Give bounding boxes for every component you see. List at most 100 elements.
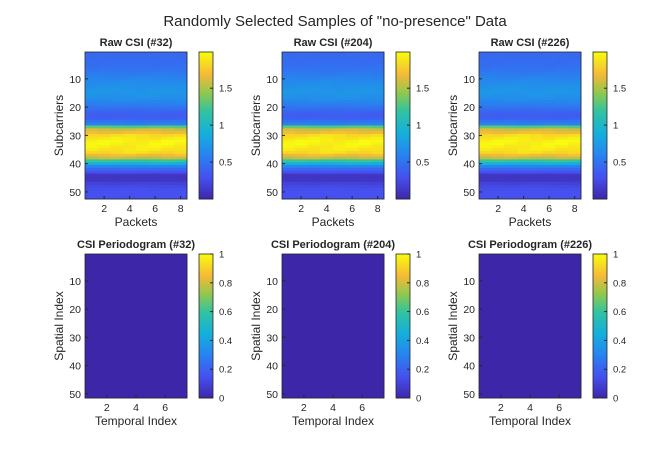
heatmap-cell	[282, 105, 296, 109]
heatmap-cell	[114, 381, 130, 385]
heatmap-cell	[294, 91, 308, 95]
heatmap-cell	[504, 60, 518, 64]
colorbar-segment	[199, 140, 213, 144]
heatmap-cell	[555, 162, 569, 166]
heatmap-cell	[551, 276, 567, 280]
heatmap-cell	[508, 350, 524, 354]
heatmap-cell	[161, 80, 175, 84]
heatmap-cell	[157, 293, 173, 297]
heatmap-cell	[85, 296, 100, 300]
heatmap-cell	[172, 259, 188, 263]
colorbar-segment	[396, 376, 410, 380]
colorbar-segment	[593, 76, 607, 80]
heatmap-cell	[97, 136, 111, 141]
heatmap-cell	[157, 279, 173, 283]
heatmap-cell	[143, 352, 159, 357]
heatmap-cell	[566, 324, 582, 328]
heatmap-cell	[110, 139, 124, 143]
heatmap-cell	[369, 375, 385, 379]
heatmap-cell	[566, 338, 582, 342]
heatmap-cell	[157, 273, 173, 277]
heatmap-cell	[174, 173, 188, 177]
heatmap-cell	[340, 347, 356, 351]
y-tick-label: 50	[266, 187, 278, 199]
heatmap-cell	[85, 338, 100, 342]
heatmap-cell	[504, 63, 518, 67]
heatmap-cell	[128, 341, 144, 345]
heatmap-cell	[282, 259, 297, 263]
heatmap-cell	[568, 54, 582, 59]
heatmap-cell	[114, 268, 130, 272]
heatmap-cell	[504, 83, 518, 87]
heatmap-cell	[542, 142, 556, 146]
heatmap-cell	[85, 153, 99, 157]
heatmap-cell	[517, 117, 531, 121]
heatmap-cell	[491, 145, 505, 149]
heatmap-cell	[294, 88, 308, 92]
heatmap-cell	[294, 145, 308, 149]
colorbar-segment	[593, 101, 607, 104]
heatmap-cell	[479, 364, 494, 368]
heatmap-cell	[508, 386, 524, 390]
heatmap-cell	[97, 156, 111, 160]
heatmap-cell	[371, 97, 385, 101]
heatmap-cell	[296, 254, 312, 258]
heatmap-cell	[479, 369, 494, 373]
heatmap-cell	[148, 63, 162, 67]
heatmap-cell	[340, 355, 356, 359]
heatmap-cell	[97, 100, 111, 104]
heatmap-cell	[282, 148, 296, 152]
x-tick-label: 8	[572, 203, 578, 215]
heatmap-cell	[294, 173, 308, 177]
heatmap-cell	[508, 290, 524, 294]
heatmap-cell	[110, 52, 124, 56]
heatmap-cell	[542, 145, 556, 149]
x-axis-label: Packets	[509, 215, 552, 229]
heatmap-cell	[551, 256, 567, 261]
heatmap-cell	[369, 313, 385, 317]
heatmap-cell	[369, 386, 385, 390]
heatmap-cell	[174, 66, 188, 70]
heatmap-cell	[161, 162, 175, 166]
heatmap-cell	[508, 327, 524, 331]
heatmap-cell	[371, 108, 385, 112]
heatmap-cell	[172, 273, 188, 277]
heatmap-cell	[340, 302, 356, 306]
colorbar-segment	[199, 137, 213, 141]
heatmap-cell	[157, 392, 173, 396]
heatmap-cell	[371, 119, 385, 124]
heatmap-cell	[294, 125, 308, 129]
heatmap-cell	[479, 66, 493, 70]
heatmap-cell	[110, 57, 124, 61]
colorbar-segment	[593, 304, 607, 308]
x-tick-label: 6	[546, 203, 552, 215]
colorbar-segment	[199, 263, 213, 267]
heatmap-cell	[504, 156, 518, 160]
heatmap-cell	[517, 80, 531, 84]
heatmap-cell	[354, 366, 370, 371]
heatmap-cell	[172, 313, 188, 317]
colorbar-segment	[396, 299, 410, 303]
heatmap-cell	[479, 386, 494, 390]
heatmap-cell	[493, 265, 509, 269]
colorbar-segment	[396, 294, 410, 298]
heatmap-cell	[508, 366, 524, 371]
x-axis-label: Packets	[115, 215, 158, 229]
heatmap-cell	[566, 254, 582, 258]
heatmap-cell	[294, 119, 308, 124]
heatmap-cell	[157, 366, 173, 371]
heatmap-cell	[85, 290, 100, 294]
heatmap-cell	[493, 310, 509, 314]
heatmap-cell	[97, 193, 111, 197]
heatmap-cell	[143, 302, 159, 306]
heatmap-cell	[479, 338, 494, 342]
heatmap-cell	[136, 80, 150, 84]
heatmap-cell	[174, 91, 188, 95]
heatmap-cell	[333, 57, 347, 61]
colorbar-segment	[199, 386, 213, 389]
heatmap-cell	[369, 366, 385, 371]
colorbar-segment	[199, 342, 213, 346]
heatmap-cell	[161, 187, 175, 191]
heatmap-cell	[174, 133, 188, 138]
heatmap-cell	[555, 128, 569, 132]
